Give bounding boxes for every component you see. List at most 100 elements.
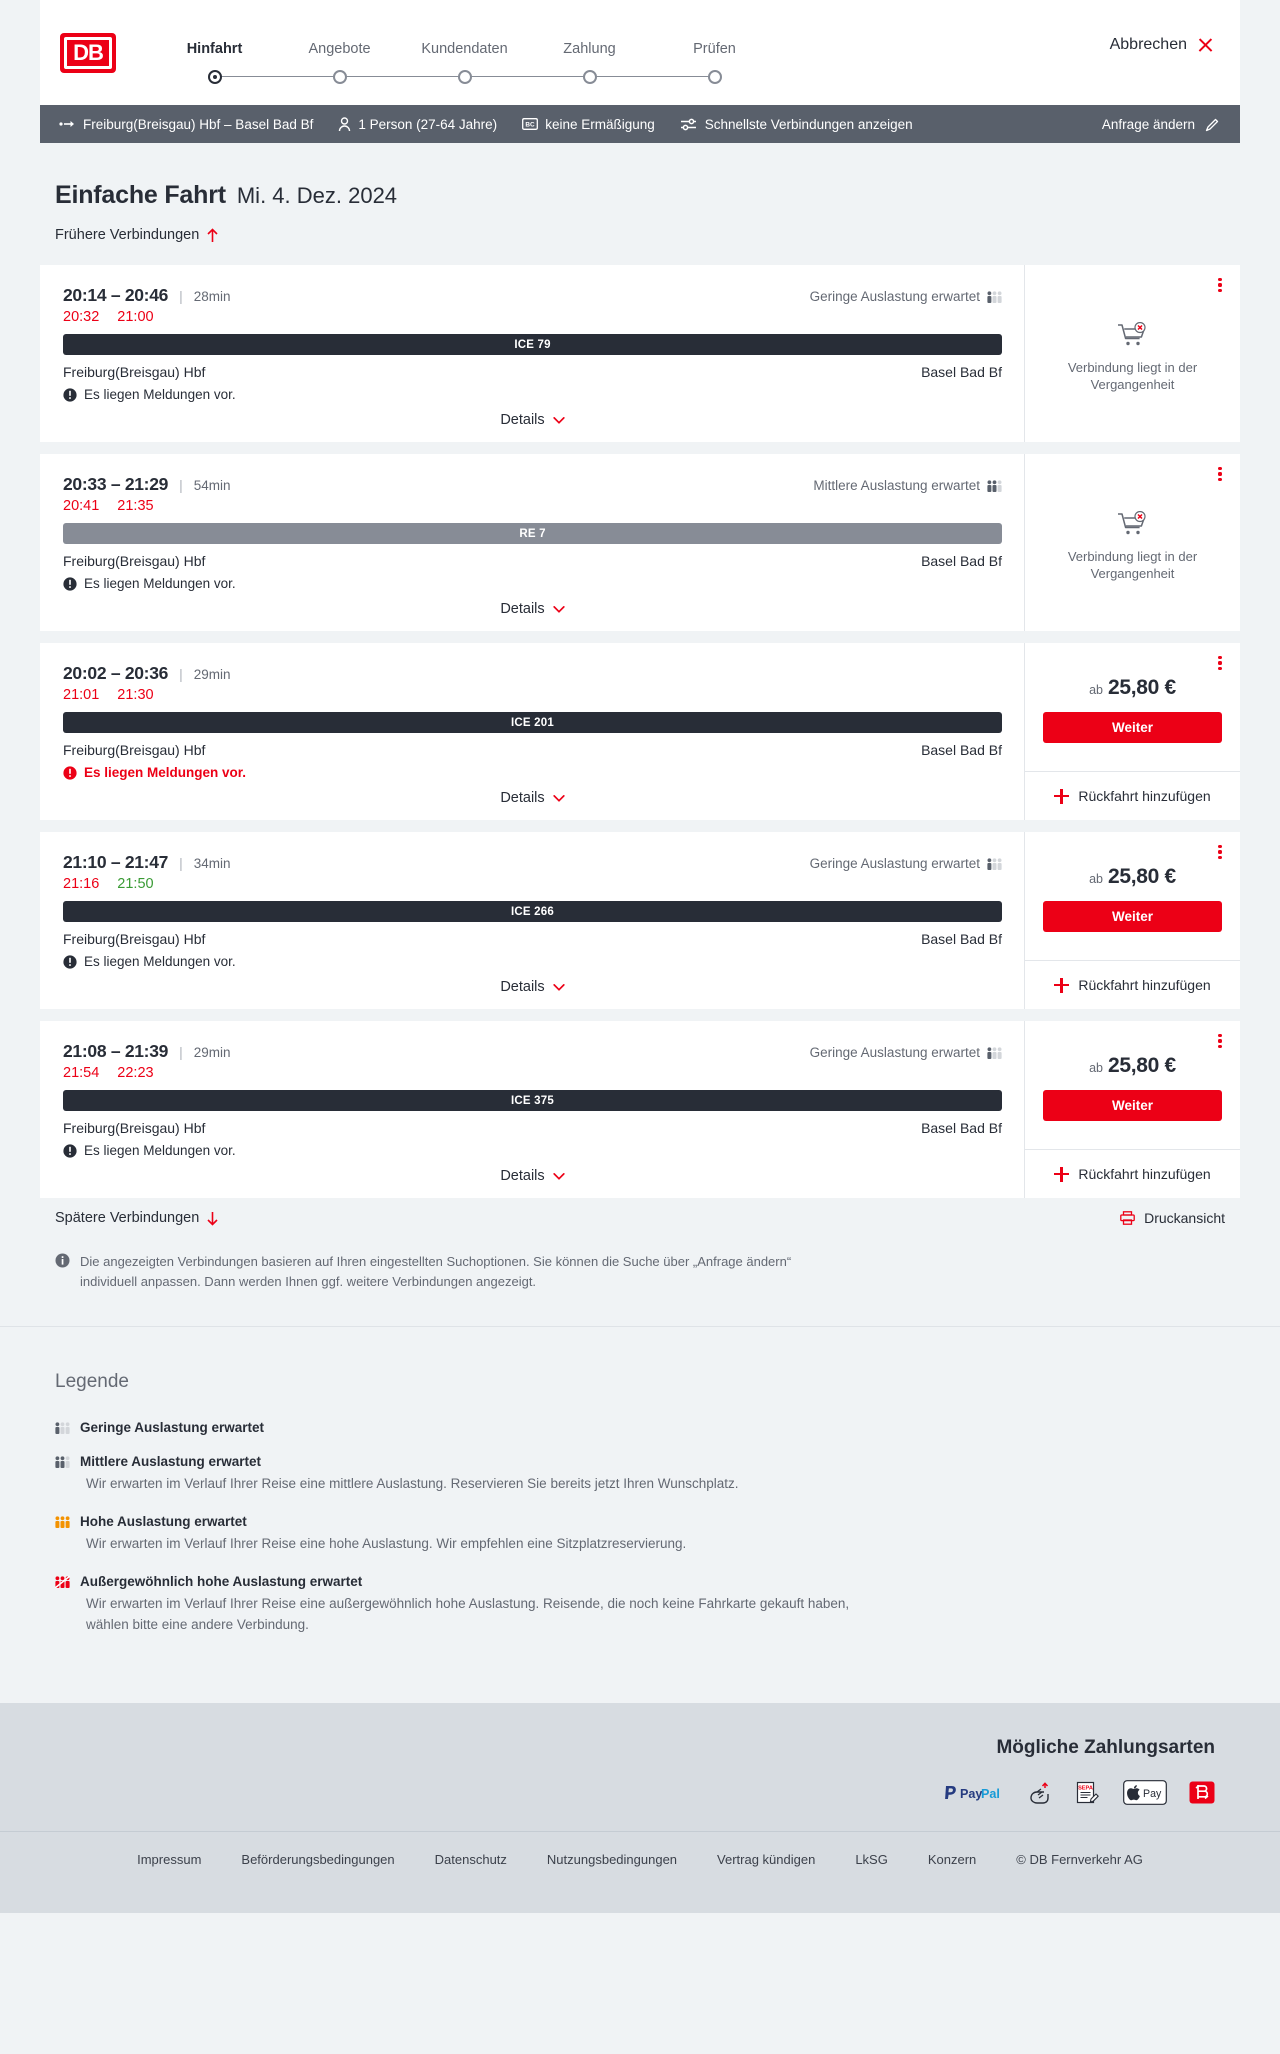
connection-card[interactable]: 20:02 – 20:36 | 29min 21:01 21:30 ICE 201 Frei… <box>40 643 1240 820</box>
details-toggle-button[interactable]: Details <box>500 790 565 806</box>
checkout-stepper: Hinfahrt Angebote Kundendaten Zahlung <box>152 22 777 84</box>
price-block: ab 25,80 € Weiter <box>1025 643 1240 772</box>
step-hinfahrt[interactable]: Hinfahrt <box>152 41 340 84</box>
summary-filter[interactable]: Schnellste Verbindungen anzeigen <box>680 117 913 132</box>
step-kundendaten[interactable]: Kundendaten <box>402 41 590 84</box>
details-toggle-button[interactable]: Details <box>500 1168 565 1184</box>
add-return-trip-button[interactable]: Rückfahrt hinzufügen <box>1025 1150 1240 1198</box>
train-bar[interactable]: ICE 201 <box>63 712 1002 733</box>
price-block: ab 25,80 € Weiter <box>1025 1021 1240 1150</box>
utilization-label: Geringe Auslastung erwartet <box>809 289 980 304</box>
scheduled-time: 20:02 – 20:36 <box>63 663 169 683</box>
legend-items: Geringe Auslastung erwartet Mittlere Ausl… <box>55 1420 1240 1636</box>
footer-link[interactable]: Vertrag kündigen <box>717 1851 816 1867</box>
edit-request-button[interactable]: Anfrage ändern <box>1102 117 1220 132</box>
duration-label: 29min <box>193 1045 231 1060</box>
connection-card[interactable]: 21:10 – 21:47 | 34min Geringe Auslastung er… <box>40 832 1240 1009</box>
step-angebote[interactable]: Angebote <box>277 41 465 84</box>
connection-card[interactable]: 20:14 – 20:46 | 28min Geringe Auslastung er… <box>40 265 1240 442</box>
actual-arrival-time: 22:23 <box>117 1065 154 1081</box>
more-options-icon[interactable] <box>1212 654 1228 672</box>
later-connections-button[interactable]: Spätere Verbindungen <box>55 1210 219 1226</box>
service-notice[interactable]: Es liegen Meldungen vor. <box>63 387 1002 402</box>
connection-card[interactable]: 21:08 – 21:39 | 29min Geringe Auslastung er… <box>40 1021 1240 1198</box>
scheduled-times: 21:10 – 21:47 | 34min <box>63 852 231 873</box>
summary-route[interactable]: Freiburg(Breisgau) Hbf – Basel Bad Bf <box>59 117 313 132</box>
service-notice[interactable]: Es liegen Meldungen vor. <box>63 954 1002 969</box>
summary-passengers[interactable]: 1 Person (27-64 Jahre) <box>338 117 497 132</box>
continue-button[interactable]: Weiter <box>1043 901 1222 932</box>
step-dot-icon <box>457 69 472 84</box>
continue-button[interactable]: Weiter <box>1043 712 1222 743</box>
add-return-trip-button[interactable]: Rückfahrt hinzufügen <box>1025 772 1240 820</box>
footer-link[interactable]: LkSG <box>855 1851 888 1867</box>
later-connections-label: Spätere Verbindungen <box>55 1210 200 1226</box>
utilization-icon <box>55 1575 70 1588</box>
train-bar[interactable]: RE 7 <box>63 523 1002 544</box>
connection-details: 20:33 – 21:29 | 54min Mittlere Auslastung e… <box>40 454 1025 631</box>
actual-arrival-time: 21:35 <box>117 498 154 514</box>
sepa-icon: SEPA <box>1075 1781 1101 1805</box>
alert-icon <box>63 1143 77 1158</box>
details-toggle-label: Details <box>500 979 545 995</box>
cancel-button[interactable]: Abbrechen <box>1110 36 1214 54</box>
scheduled-times: 20:14 – 20:46 | 28min <box>63 285 231 306</box>
scheduled-time: 20:33 – 21:29 <box>63 474 169 494</box>
print-view-button[interactable]: Druckansicht <box>1120 1210 1225 1226</box>
origin-station: Freiburg(Breisgau) Hbf <box>63 553 206 569</box>
service-notice-label: Es liegen Meldungen vor. <box>84 765 247 780</box>
scheduled-time: 21:10 – 21:47 <box>63 852 169 872</box>
summary-discount[interactable]: BC keine Ermäßigung <box>522 117 655 132</box>
details-toggle-label: Details <box>500 412 545 428</box>
train-number-label: ICE 375 <box>511 1094 554 1107</box>
summary-passengers-label: 1 Person (27-64 Jahre) <box>358 116 498 132</box>
connection-card[interactable]: 20:33 – 21:29 | 54min Mittlere Auslastung e… <box>40 454 1240 631</box>
db-logo[interactable]: DB <box>60 32 116 73</box>
connection-details: 20:14 – 20:46 | 28min Geringe Auslastung er… <box>40 265 1025 442</box>
earlier-connections-button[interactable]: Frühere Verbindungen <box>55 227 219 243</box>
legend-item-description: Wir erwarten im Verlauf Ihrer Reise eine… <box>86 1536 687 1552</box>
more-options-icon[interactable] <box>1212 465 1228 483</box>
app-header: DB Hinfahrt Angebote Kundendaten <box>40 0 1240 105</box>
step-pruefen[interactable]: Prüfen <box>652 41 777 84</box>
connection-details: 21:08 – 21:39 | 29min Geringe Auslastung er… <box>40 1021 1025 1198</box>
details-row: Details <box>63 412 1002 442</box>
train-bar[interactable]: ICE 79 <box>63 334 1002 355</box>
stations-row: Freiburg(Breisgau) Hbf Basel Bad Bf <box>63 553 1002 569</box>
cart-unavailable-icon <box>1117 321 1146 346</box>
service-notice[interactable]: Es liegen Meldungen vor. <box>63 765 1002 780</box>
more-options-icon[interactable] <box>1212 1032 1228 1050</box>
footer-link[interactable]: Impressum <box>137 1851 202 1867</box>
service-notice[interactable]: Es liegen Meldungen vor. <box>63 576 1002 591</box>
separator: | <box>179 666 183 682</box>
details-toggle-label: Details <box>500 790 545 806</box>
origin-station: Freiburg(Breisgau) Hbf <box>63 1120 206 1136</box>
step-zahlung[interactable]: Zahlung <box>527 41 715 84</box>
service-notice[interactable]: Es liegen Meldungen vor. <box>63 1143 1002 1158</box>
paypal-icon: Pay Pal <box>943 1781 1005 1805</box>
duration-label: 34min <box>193 856 231 871</box>
footer-link[interactable]: Konzern <box>927 1851 977 1867</box>
page-footer: Impressum Beförderungsbedingungen Datensch… <box>0 1830 1280 1913</box>
svg-text:Pal: Pal <box>981 1787 1000 1801</box>
details-toggle-label: Details <box>500 1168 545 1184</box>
more-options-icon[interactable] <box>1212 276 1228 294</box>
search-summary-bar: Freiburg(Breisgau) Hbf – Basel Bad Bf 1 … <box>40 105 1240 143</box>
actual-departure-time: 21:01 <box>63 687 100 703</box>
utilization-indicator: Geringe Auslastung erwartet <box>810 289 1002 304</box>
footer-link[interactable]: Datenschutz <box>434 1851 507 1867</box>
utilization-label: Geringe Auslastung erwartet <box>809 1045 980 1060</box>
details-toggle-button[interactable]: Details <box>500 979 565 995</box>
footer-link[interactable]: Nutzungsbedingungen <box>546 1851 678 1867</box>
actual-departure-time: 21:54 <box>63 1065 100 1081</box>
details-toggle-button[interactable]: Details <box>500 601 565 617</box>
details-toggle-button[interactable]: Details <box>500 412 565 428</box>
add-return-trip-button[interactable]: Rückfahrt hinzufügen <box>1025 961 1240 1009</box>
train-bar[interactable]: ICE 266 <box>63 901 1002 922</box>
utilization-label: Mittlere Auslastung erwartet <box>813 478 980 493</box>
continue-button[interactable]: Weiter <box>1043 1090 1222 1121</box>
more-options-icon[interactable] <box>1212 843 1228 861</box>
footer-link[interactable]: Beförderungsbedingungen <box>241 1851 395 1867</box>
train-bar[interactable]: ICE 375 <box>63 1090 1002 1111</box>
summary-region: Freiburg(Breisgau) Hbf – Basel Bad Bf 1 … <box>0 105 1280 143</box>
